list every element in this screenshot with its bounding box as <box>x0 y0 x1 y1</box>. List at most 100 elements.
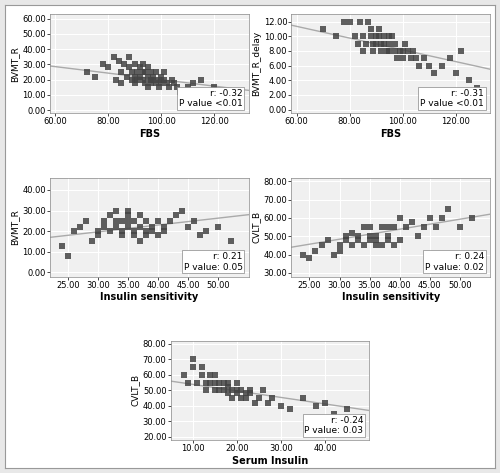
Point <box>390 40 398 47</box>
Point <box>138 68 146 76</box>
Point <box>342 236 349 244</box>
Point <box>189 363 197 371</box>
Point <box>354 236 362 244</box>
Point <box>386 40 394 47</box>
Point <box>426 214 434 222</box>
Point <box>112 217 120 225</box>
X-axis label: Serum Insulin: Serum Insulin <box>232 456 308 466</box>
Point <box>388 33 396 40</box>
Point <box>189 79 197 87</box>
Text: r: 0.21
P value: 0.05: r: 0.21 P value: 0.05 <box>184 252 242 272</box>
Point <box>384 223 392 231</box>
Point <box>324 236 332 244</box>
Point <box>154 84 162 91</box>
Point <box>398 47 406 55</box>
Point <box>375 25 383 33</box>
Point <box>166 217 174 225</box>
Point <box>378 223 386 231</box>
Point <box>136 211 144 219</box>
Point <box>202 379 210 386</box>
Point <box>173 84 181 91</box>
Text: r: -0.24
P value: 0.03: r: -0.24 P value: 0.03 <box>304 416 364 435</box>
Point <box>384 232 392 240</box>
Point <box>120 61 128 68</box>
Point <box>366 232 374 240</box>
X-axis label: FBS: FBS <box>138 129 160 139</box>
Point <box>94 231 102 239</box>
Point <box>420 54 428 62</box>
Point <box>184 223 192 231</box>
Point <box>134 68 141 76</box>
Point <box>115 58 123 65</box>
Point <box>216 379 224 386</box>
Point <box>110 53 118 61</box>
Point <box>390 223 398 231</box>
Point <box>360 242 368 249</box>
Point <box>148 228 156 235</box>
Point <box>206 371 214 379</box>
Point <box>198 371 205 379</box>
Point <box>210 84 218 91</box>
Point <box>438 62 446 70</box>
Point <box>394 54 402 62</box>
Point <box>144 84 152 91</box>
Point <box>112 207 120 214</box>
Point <box>136 223 144 231</box>
Point <box>106 211 114 219</box>
Point <box>160 68 168 76</box>
Point <box>457 47 465 55</box>
Point <box>380 40 388 47</box>
Y-axis label: CVLT_B: CVLT_B <box>131 374 140 406</box>
Point <box>160 228 168 235</box>
Point <box>364 18 372 26</box>
Point <box>312 247 320 254</box>
Point <box>390 47 398 55</box>
Point <box>354 232 362 240</box>
Y-axis label: BVMT_R: BVMT_R <box>10 46 20 82</box>
Point <box>206 379 214 386</box>
Point <box>196 231 204 239</box>
Point <box>228 394 236 402</box>
Point <box>154 76 162 83</box>
Point <box>242 394 250 402</box>
Point <box>228 386 236 394</box>
Point <box>396 47 404 55</box>
Y-axis label: CVLT_B: CVLT_B <box>252 211 260 243</box>
Point <box>348 229 356 236</box>
Point <box>408 218 416 225</box>
Point <box>134 76 141 83</box>
Point <box>367 33 375 40</box>
Point <box>142 228 150 235</box>
Point <box>306 254 314 262</box>
Point <box>406 54 414 62</box>
Point <box>205 94 213 102</box>
Point <box>375 33 383 40</box>
Point <box>160 223 168 231</box>
Point <box>372 40 380 47</box>
Point <box>233 386 241 394</box>
Point <box>242 390 250 397</box>
Point <box>372 236 380 244</box>
X-axis label: FBS: FBS <box>380 129 402 139</box>
Point <box>83 68 91 76</box>
Point <box>168 76 176 83</box>
Point <box>130 73 138 80</box>
Point <box>380 33 388 40</box>
Point <box>154 231 162 239</box>
Point <box>142 231 150 239</box>
Point <box>138 76 146 83</box>
Point <box>430 69 438 77</box>
Point <box>124 223 132 231</box>
Point <box>378 242 386 249</box>
Point <box>277 402 285 410</box>
Point <box>130 61 138 68</box>
Point <box>112 76 120 83</box>
Point <box>233 390 241 397</box>
Point <box>214 223 222 231</box>
Point <box>124 211 132 219</box>
Point <box>246 386 254 394</box>
Point <box>318 242 326 249</box>
Point <box>123 73 131 80</box>
Point <box>128 68 136 76</box>
Point <box>211 386 219 394</box>
